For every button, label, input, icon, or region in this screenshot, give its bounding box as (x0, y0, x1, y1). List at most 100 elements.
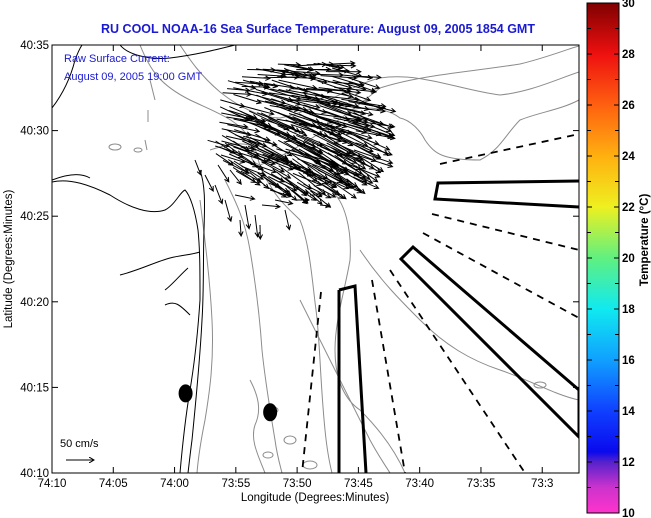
current-vector (244, 204, 252, 230)
current-vector (355, 142, 393, 157)
current-vector (311, 171, 350, 190)
contour-blob (283, 435, 297, 445)
current-vector (257, 224, 263, 241)
transect-dashed-line (439, 133, 579, 165)
current-vector (221, 140, 257, 152)
current-vector (347, 153, 382, 174)
current-vector (353, 112, 393, 132)
x-tick-label: 74:10 (38, 478, 67, 490)
y-tick-label: 40:30 (20, 126, 49, 138)
current-vector (339, 89, 372, 102)
current-vector (295, 197, 311, 203)
colorbar-ticks: 10 12 14 16 18 20 22 24 26 28 30 (587, 0, 635, 518)
current-vector (275, 95, 321, 110)
current-vector (333, 60, 356, 66)
current-vector (303, 183, 332, 199)
y-tick-label: 40:10 (20, 468, 49, 480)
current-vector (254, 214, 260, 238)
current-vector (235, 170, 257, 183)
current-vector (324, 123, 373, 140)
contour-blob (133, 147, 143, 153)
current-vector (224, 199, 233, 223)
contour-blob (533, 381, 547, 389)
current-vector (313, 185, 337, 198)
colorbar-tick-label: 16 (622, 355, 635, 367)
x-axis: 74:10 74:05 74:00 73:55 73:50 73:45 73:40 73:35… (38, 45, 553, 490)
current-vector (334, 86, 378, 95)
current-vector (228, 159, 250, 175)
survey-boxes (337, 179, 579, 473)
station-marker (263, 403, 278, 422)
colorbar-tick-label: 14 (622, 406, 635, 418)
colorbar-tick-label: 20 (622, 253, 635, 265)
transect-dashed-line (301, 291, 322, 473)
current-vector (352, 176, 380, 190)
current-timestamp: August 09, 2005 19:00 GMT (64, 71, 202, 83)
contour-line (329, 189, 406, 473)
current-vector (339, 104, 386, 114)
contour-line (359, 249, 579, 401)
current-vector (303, 111, 348, 129)
current-vector (214, 184, 224, 205)
contour-line (249, 379, 266, 473)
current-vector (204, 174, 214, 192)
x-tick-label: 73:3 (531, 478, 553, 490)
contour-line (144, 79, 156, 151)
current-vector (324, 182, 347, 200)
x-axis-label: Longitude (Degrees:Minutes) (241, 492, 389, 504)
scale-arrow-label: 50 cm/s (60, 438, 99, 450)
y-tick-label: 40:15 (20, 382, 49, 394)
x-tick-label: 74:00 (160, 478, 189, 490)
current-vector (347, 77, 381, 90)
current-vector (255, 166, 285, 183)
station-marker (178, 384, 193, 403)
y-axis: 40:10 40:15 40:20 40:25 40:30 40:35 (20, 40, 579, 480)
y-axis-label: Latitude (Degrees:Minutes) (3, 189, 15, 328)
contour-line (196, 199, 214, 473)
colorbar-tick-label: 18 (622, 304, 635, 316)
coastline-raritan (52, 174, 91, 181)
plot-frame (51, 44, 580, 474)
current-vector (354, 153, 394, 168)
x-tick-label: 73:40 (405, 478, 434, 490)
current-vector (284, 209, 292, 231)
contour-line (349, 99, 579, 161)
colorbar-tick-label: 30 (622, 0, 635, 10)
survey-box-east (433, 179, 579, 209)
current-vector (296, 66, 332, 73)
current-vector (261, 203, 281, 210)
transect-dashed-line (371, 279, 406, 473)
current-vector (313, 87, 354, 99)
current-vector (355, 100, 397, 114)
map-title: RU COOL NOAA-16 Sea Surface Temperature:… (101, 22, 535, 36)
colorbar-tick-label: 10 (622, 508, 635, 518)
current-vector (269, 189, 293, 198)
stations (178, 384, 278, 422)
current-vector (333, 105, 374, 117)
current-vector (355, 165, 379, 183)
colorbar-gradient (586, 2, 620, 514)
current-vector (236, 103, 275, 116)
current-vector (274, 199, 294, 206)
current-vector (338, 181, 363, 194)
x-tick-label: 73:50 (283, 478, 312, 490)
plot-area: Raw Surface Current: August 09, 2005 19:… (20, 40, 580, 490)
survey-box-southeast (398, 244, 579, 440)
current-vector (247, 152, 286, 173)
current-vector (268, 118, 308, 137)
current-vector (306, 173, 337, 189)
y-tick-label: 40:25 (20, 211, 49, 223)
current-vector (255, 154, 294, 171)
current-vector (348, 130, 391, 151)
current-vector (352, 74, 382, 80)
colorbar-tick-label: 28 (622, 49, 635, 61)
current-vector (229, 169, 242, 185)
current-vector (227, 124, 261, 134)
coastline-north-shore (52, 45, 236, 109)
current-vector (330, 147, 367, 170)
current-vector (347, 119, 396, 129)
y-tick-label: 40:35 (20, 40, 49, 52)
contour-line (299, 299, 391, 473)
x-tick-label: 73:55 (221, 478, 250, 490)
